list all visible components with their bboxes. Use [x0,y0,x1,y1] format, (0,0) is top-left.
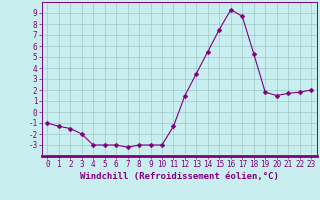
X-axis label: Windchill (Refroidissement éolien,°C): Windchill (Refroidissement éolien,°C) [80,172,279,181]
